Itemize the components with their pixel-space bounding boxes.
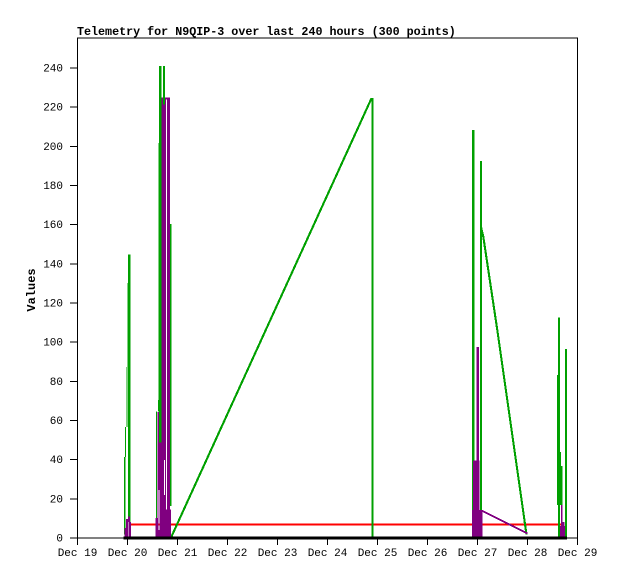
svg-text:Telemetry for N9QIP-3 over las: Telemetry for N9QIP-3 over last 240 hour…: [77, 25, 456, 39]
svg-text:Dec 19: Dec 19: [58, 548, 98, 560]
svg-text:Dec 23: Dec 23: [258, 548, 298, 560]
svg-text:140: 140: [43, 259, 63, 271]
svg-text:Dec 21: Dec 21: [158, 548, 198, 560]
svg-text:Values: Values: [25, 268, 39, 311]
svg-text:80: 80: [50, 377, 63, 389]
svg-text:20: 20: [50, 494, 63, 506]
svg-text:Dec 29: Dec 29: [558, 548, 598, 560]
svg-text:Dec 26: Dec 26: [408, 548, 448, 560]
svg-text:40: 40: [50, 455, 63, 467]
svg-text:220: 220: [43, 103, 63, 115]
svg-text:200: 200: [43, 142, 63, 154]
svg-text:160: 160: [43, 220, 63, 232]
svg-text:0: 0: [56, 534, 63, 546]
svg-text:Dec 20: Dec 20: [108, 548, 148, 560]
svg-text:120: 120: [43, 299, 63, 311]
svg-text:Dec 22: Dec 22: [208, 548, 248, 560]
svg-text:Dec 25: Dec 25: [358, 548, 398, 560]
svg-text:180: 180: [43, 181, 63, 193]
svg-text:Dec 28: Dec 28: [508, 548, 548, 560]
svg-text:60: 60: [50, 416, 63, 428]
svg-text:Dec 27: Dec 27: [458, 548, 498, 560]
svg-text:240: 240: [43, 64, 63, 76]
svg-text:100: 100: [43, 338, 63, 350]
svg-text:Dec 24: Dec 24: [308, 548, 348, 560]
